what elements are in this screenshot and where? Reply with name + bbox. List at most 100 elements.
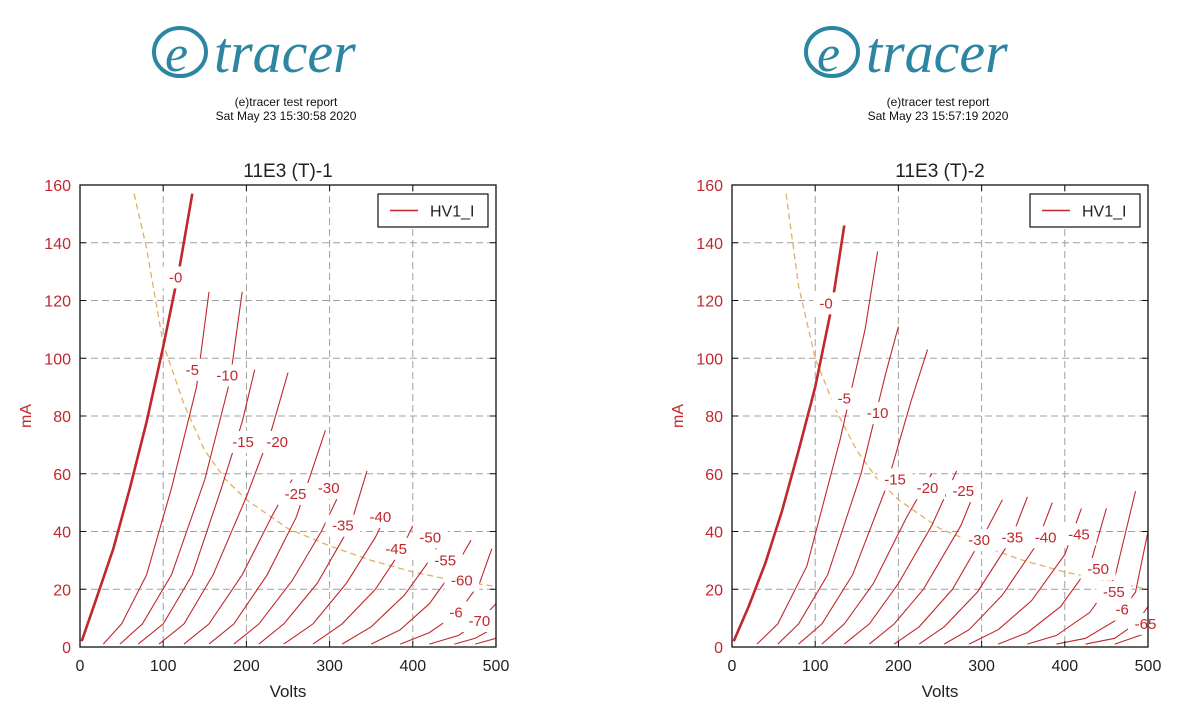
curve-labels: -0 -5 -10 -15 -20 -25 -30 -35 -40 -45 -50 -55 -60 -6-…	[162, 266, 497, 633]
report-header: (e)tracer test report Sat May 23 15:30:5…	[136, 95, 436, 123]
legend: HV1_I	[1029, 193, 1141, 228]
curve-label: -0	[819, 295, 832, 312]
y-tick-label: 80	[53, 409, 71, 426]
y-tick-label: 40	[53, 525, 71, 542]
report-panel-1: e tracer (e)tracer test report Sat May 2…	[18, 20, 509, 701]
chart-title: 11E3 (T)-1	[243, 161, 332, 182]
series-line-gridminus55	[997, 508, 1107, 645]
curve-label-bg	[910, 477, 946, 500]
y-tick-label: 160	[44, 178, 71, 195]
logo-word: tracer	[866, 20, 1008, 85]
curve-label-bg	[277, 482, 313, 505]
y-axis-label: mA	[670, 404, 687, 428]
y-tick-label: 120	[44, 294, 71, 311]
curve-label: -0	[169, 269, 182, 286]
curve-label: -10	[867, 405, 889, 422]
y-tick-label: 20	[53, 582, 71, 599]
series-line-gridminus5	[756, 251, 879, 645]
curve-label-bg	[209, 364, 245, 387]
series-line-gridminus65	[1056, 531, 1148, 645]
logo-word: tracer	[214, 20, 356, 85]
series-line-gridminus45	[943, 502, 1053, 645]
curve-label-bg	[860, 402, 896, 425]
series-line-gridminus25	[843, 470, 958, 645]
legend-label: HV1_I	[1082, 204, 1126, 221]
curve-label-bg	[1080, 558, 1116, 581]
curve-label: -55	[434, 552, 456, 569]
etracer-logo-graphic: e tracer	[804, 20, 1008, 85]
curve-label-bg	[225, 430, 261, 453]
curve-label: -25	[285, 486, 307, 503]
curve-label-bg	[427, 549, 463, 572]
curve-label-bg	[412, 526, 448, 549]
y-tick-label: 60	[53, 467, 71, 484]
curve-label: -70	[469, 613, 491, 630]
curve-label-bg	[1028, 526, 1064, 549]
ticks: 0 100 200 300 400 500 0 20 40 60 80 100 120 140 160	[44, 178, 509, 675]
series-group	[732, 225, 1148, 645]
curve-label-bg	[877, 468, 913, 491]
curve-label: -35	[1002, 529, 1024, 546]
legend: HV1_I	[377, 193, 489, 228]
series-line-gridminus0	[80, 193, 194, 642]
y-tick-label: 160	[696, 178, 723, 195]
x-tick-label: 500	[1135, 658, 1162, 675]
curve-label-bg	[179, 358, 206, 381]
x-tick-label: 300	[968, 658, 995, 675]
curve-label: -15	[232, 434, 254, 451]
series-group	[80, 193, 496, 645]
x-tick-label: 400	[399, 658, 426, 675]
curve-label: -20	[917, 480, 939, 497]
series-line-gridminus10	[777, 326, 899, 645]
curve-label-bg	[378, 537, 414, 560]
curve-label: -30	[318, 480, 340, 497]
series-line-16	[475, 637, 496, 645]
logo-ring	[152, 26, 208, 78]
x-tick-label: 100	[802, 658, 829, 675]
series-line-gridminus25	[183, 479, 293, 645]
curve-label: -45	[385, 541, 407, 558]
report-header: (e)tracer test report Sat May 23 15:57:1…	[788, 95, 1088, 123]
y-tick-label: 0	[62, 640, 71, 657]
curve-label: -50	[419, 529, 441, 546]
plate-curve-chart-1: 11E3 (T)-1 -0 -5 -10 -15 -20 -25 -30 -35 -40 -45 -5…	[18, 161, 509, 701]
x-tick-label: 200	[885, 658, 912, 675]
curve-label: -35	[332, 518, 354, 535]
report-timestamp: Sat May 23 15:30:58 2020	[215, 109, 357, 123]
series-line-gridminus30	[868, 485, 978, 645]
series-line-gridminus40	[918, 496, 1028, 645]
curve-label: -40	[1035, 529, 1057, 546]
x-axis-label: Volts	[270, 682, 307, 701]
curve-label: -20	[266, 434, 288, 451]
plate-curve-chart-2: 11E3 (T)-2 -0 -5 -10 -15 -20 -25 -30 -35 -40 -45 -5…	[670, 161, 1164, 701]
series-line-gridminus40	[258, 470, 368, 645]
series-line-gridminus15	[137, 369, 256, 645]
curve-label: -30	[968, 532, 990, 549]
curve-label: -40	[370, 509, 392, 526]
curve-label-bg	[162, 266, 189, 289]
x-axis-label: Volts	[922, 682, 959, 701]
x-tick-label: 100	[150, 658, 177, 675]
curve-label: -10	[216, 368, 238, 385]
logo-ring	[804, 26, 860, 78]
curve-label-bg	[461, 610, 497, 633]
grid	[732, 185, 1148, 647]
x-tick-label: 300	[316, 658, 343, 675]
legend-label: HV1_I	[430, 204, 474, 221]
y-tick-label: 140	[44, 236, 71, 253]
report-title: (e)tracer test report	[234, 95, 338, 109]
series-line-gridminus0	[732, 225, 846, 642]
report-timestamp: Sat May 23 15:57:19 2020	[867, 109, 1009, 123]
y-tick-label: 80	[705, 409, 723, 426]
curve-label: -60	[451, 573, 473, 590]
curve-label-bg	[311, 477, 347, 500]
curve-label-bg	[994, 526, 1030, 549]
series-line-gridminus60	[1027, 490, 1137, 645]
series-line-gridminus5	[102, 291, 210, 645]
curve-label-bg	[444, 569, 480, 592]
logo-e: e	[817, 26, 840, 83]
y-tick-label: 100	[696, 351, 723, 368]
curve-labels: -0 -5 -10 -15 -20 -25 -30 -35 -40 -45 -50 -55-6 -65	[813, 292, 1164, 635]
curve-label-bg	[813, 292, 840, 315]
curve-label-bg	[961, 529, 997, 552]
